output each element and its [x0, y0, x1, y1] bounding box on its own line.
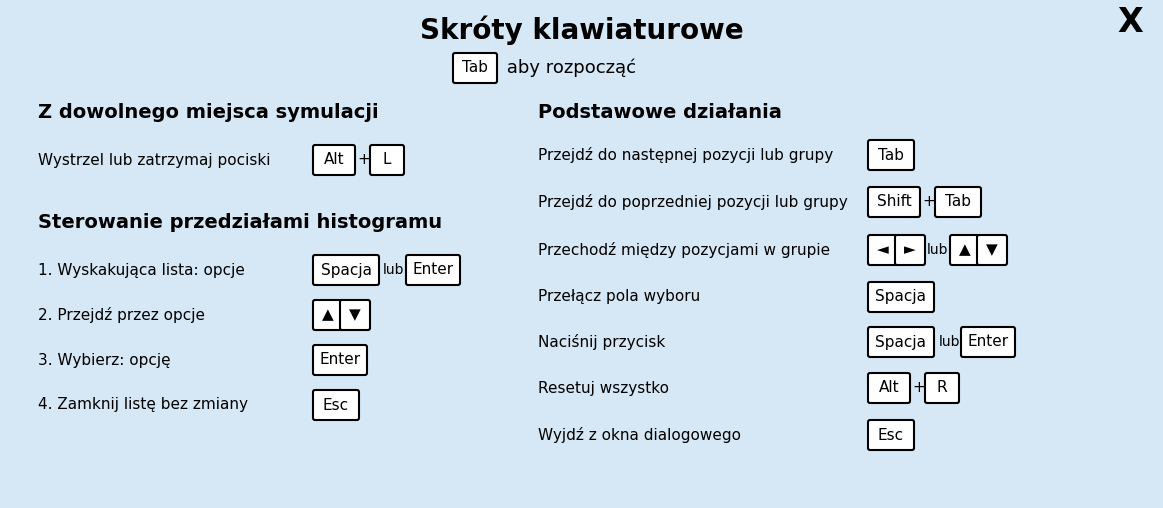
FancyBboxPatch shape	[370, 145, 404, 175]
FancyBboxPatch shape	[313, 300, 343, 330]
FancyBboxPatch shape	[868, 282, 934, 312]
Text: Z dowolnego miejsca symulacji: Z dowolnego miejsca symulacji	[38, 103, 379, 121]
Text: lub: lub	[939, 335, 959, 349]
Text: Esc: Esc	[878, 428, 904, 442]
Text: Tab: Tab	[462, 60, 488, 76]
Text: lub: lub	[384, 263, 405, 277]
FancyBboxPatch shape	[868, 187, 920, 217]
Text: Enter: Enter	[413, 263, 454, 277]
FancyBboxPatch shape	[977, 235, 1007, 265]
Text: 4. Zamknij listę bez zmiany: 4. Zamknij listę bez zmiany	[38, 397, 248, 412]
FancyBboxPatch shape	[896, 235, 925, 265]
Text: Przełącz pola wyboru: Przełącz pola wyboru	[538, 290, 700, 304]
FancyBboxPatch shape	[313, 255, 379, 285]
Text: Resetuj wszystko: Resetuj wszystko	[538, 380, 669, 396]
Text: ▲: ▲	[322, 307, 334, 323]
Text: Sterowanie przedziałami histogramu: Sterowanie przedziałami histogramu	[38, 212, 442, 232]
Text: 2. Przejdź przez opcje: 2. Przejdź przez opcje	[38, 307, 205, 323]
FancyBboxPatch shape	[925, 373, 959, 403]
Text: ◄: ◄	[877, 242, 889, 258]
FancyBboxPatch shape	[313, 345, 368, 375]
Text: Spacja: Spacja	[321, 263, 371, 277]
Text: ►: ►	[904, 242, 916, 258]
Text: Przechodź między pozycjami w grupie: Przechodź między pozycjami w grupie	[538, 242, 830, 258]
Text: Shift: Shift	[877, 195, 912, 209]
Text: Tab: Tab	[878, 147, 904, 163]
Text: Esc: Esc	[323, 397, 349, 412]
Text: Podstawowe działania: Podstawowe działania	[538, 103, 782, 121]
FancyBboxPatch shape	[868, 327, 934, 357]
Text: Przejdź do poprzedniej pozycji lub grupy: Przejdź do poprzedniej pozycji lub grupy	[538, 194, 848, 210]
Text: ▼: ▼	[349, 307, 361, 323]
FancyBboxPatch shape	[313, 390, 359, 420]
Text: L: L	[383, 152, 391, 168]
Text: Spacja: Spacja	[876, 334, 927, 350]
Text: Naciśnij przycisk: Naciśnij przycisk	[538, 334, 665, 350]
FancyBboxPatch shape	[935, 187, 982, 217]
FancyBboxPatch shape	[340, 300, 370, 330]
FancyBboxPatch shape	[950, 235, 980, 265]
Text: +: +	[358, 152, 370, 168]
FancyBboxPatch shape	[868, 140, 914, 170]
Text: lub: lub	[927, 243, 949, 257]
Text: Tab: Tab	[946, 195, 971, 209]
Text: X: X	[1118, 6, 1143, 39]
Text: 3. Wybierz: opcję: 3. Wybierz: opcję	[38, 353, 171, 367]
Text: R: R	[936, 380, 948, 396]
Text: Spacja: Spacja	[876, 290, 927, 304]
Text: Alt: Alt	[879, 380, 899, 396]
Text: ▼: ▼	[986, 242, 998, 258]
Text: aby rozpocząć: aby rozpocząć	[501, 59, 636, 77]
FancyBboxPatch shape	[868, 373, 909, 403]
Text: Wyjdź z okna dialogowego: Wyjdź z okna dialogowego	[538, 427, 741, 443]
Text: +: +	[913, 380, 926, 396]
FancyBboxPatch shape	[868, 420, 914, 450]
FancyBboxPatch shape	[406, 255, 461, 285]
Text: Przejdź do następnej pozycji lub grupy: Przejdź do następnej pozycji lub grupy	[538, 147, 833, 163]
FancyBboxPatch shape	[868, 235, 898, 265]
FancyBboxPatch shape	[454, 53, 497, 83]
Text: Enter: Enter	[320, 353, 361, 367]
Text: Wystrzel lub zatrzymaj pociski: Wystrzel lub zatrzymaj pociski	[38, 152, 271, 168]
Text: +: +	[922, 195, 935, 209]
Text: Enter: Enter	[968, 334, 1008, 350]
Text: ▲: ▲	[959, 242, 971, 258]
Text: Skróty klawiaturowe: Skróty klawiaturowe	[420, 15, 744, 45]
Text: Alt: Alt	[323, 152, 344, 168]
Text: 1. Wyskakująca lista: opcje: 1. Wyskakująca lista: opcje	[38, 263, 245, 277]
FancyBboxPatch shape	[961, 327, 1015, 357]
FancyBboxPatch shape	[313, 145, 355, 175]
